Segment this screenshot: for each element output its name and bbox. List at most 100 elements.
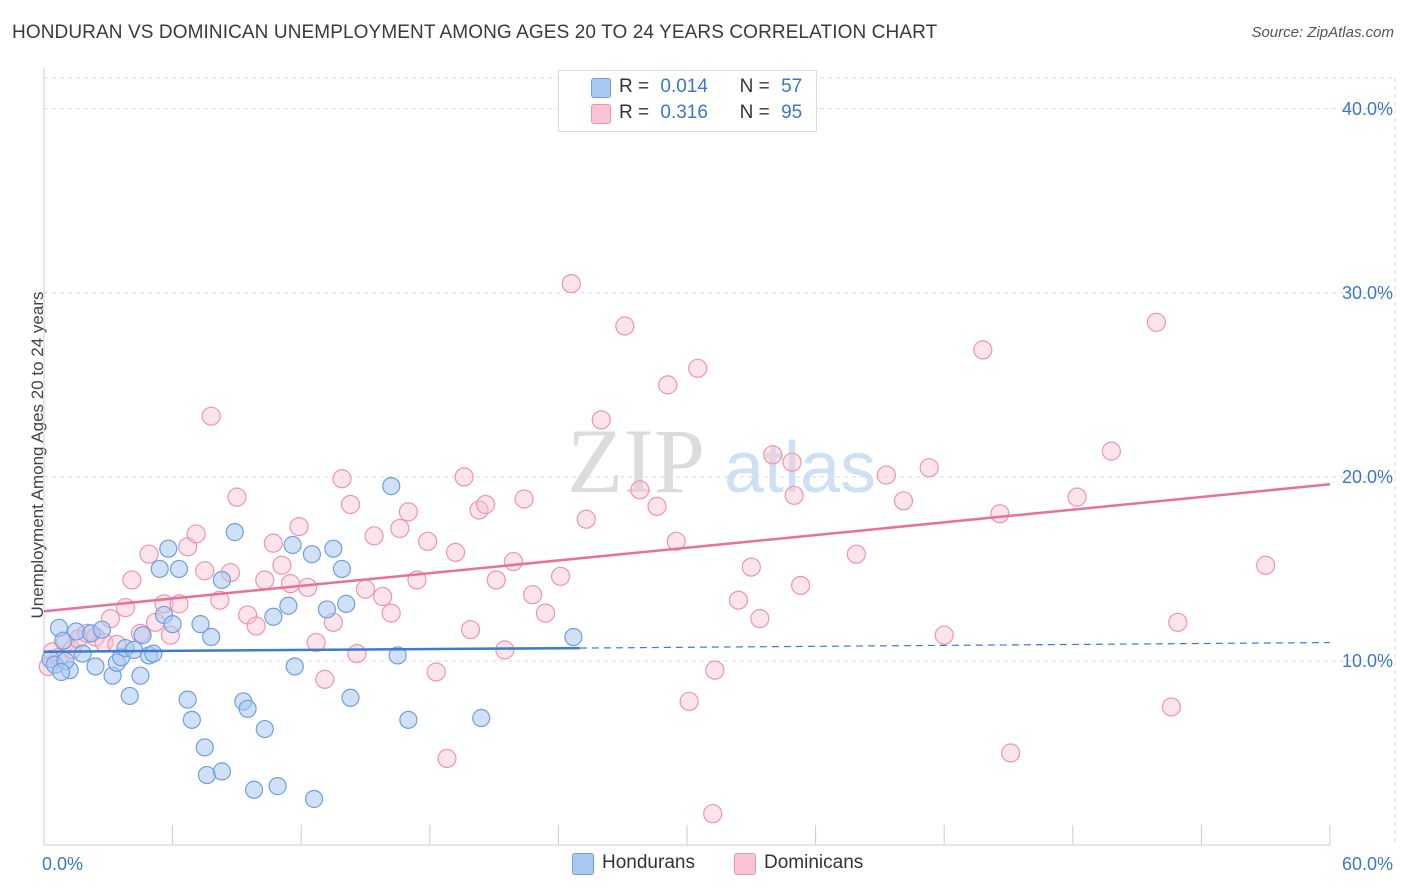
dominican-point	[298, 577, 318, 597]
bottom-legend-dominicans: Dominicans	[734, 852, 864, 875]
trend-lines	[43, 483, 1331, 653]
dominican-point	[122, 570, 142, 590]
dominican-point	[919, 458, 939, 478]
dominican-points	[38, 274, 1276, 824]
dominican-point	[741, 557, 761, 577]
dominican-point	[486, 570, 506, 590]
dominican-point	[347, 643, 367, 664]
honduran-points	[41, 477, 583, 809]
dominican-point	[990, 504, 1010, 524]
dominican-point	[306, 632, 326, 653]
legend-n-value: 95	[781, 102, 803, 123]
dominican-point	[227, 487, 247, 507]
honduran-point	[472, 708, 491, 728]
honduran-point	[399, 710, 418, 729]
dominican-point	[688, 358, 708, 378]
dominican-point	[1168, 612, 1188, 632]
honduran-point	[324, 539, 343, 558]
honduran-point	[169, 559, 189, 579]
dominican-point	[289, 516, 309, 537]
honduran-point	[268, 777, 287, 796]
bottom-legend-label-hondurans: Hondurans	[602, 852, 695, 873]
dominican-point	[893, 491, 914, 511]
honduran-point	[341, 688, 360, 707]
dominican-point	[381, 603, 401, 623]
dominican-point	[514, 489, 534, 509]
honduran-point	[159, 539, 178, 558]
honduran-point	[212, 570, 231, 590]
dominican-point	[364, 526, 384, 546]
dominican-point	[1067, 487, 1087, 507]
dominican-point	[332, 469, 352, 489]
honduran-point	[388, 646, 407, 665]
dominican-point	[728, 590, 749, 610]
legend-n-value: 57	[781, 76, 803, 97]
dominican-point	[373, 586, 393, 607]
dominican-point	[790, 575, 811, 596]
dominican-point	[591, 410, 611, 430]
dominican-point	[263, 533, 283, 553]
dominican-point	[201, 406, 221, 426]
honduran-point	[302, 545, 322, 564]
dominican-point	[782, 452, 802, 472]
honduran-point	[564, 627, 583, 647]
dominican-point	[1001, 743, 1021, 763]
bottom-legend-swatch-hondurans	[572, 853, 594, 875]
honduran-point	[131, 666, 150, 685]
dominican-point	[460, 620, 481, 640]
honduran-point	[150, 559, 169, 579]
dominican-point	[139, 544, 159, 564]
honduran-point	[120, 686, 139, 706]
source-label: Source: ZipAtlas.com	[1251, 24, 1394, 41]
bottom-legend-hondurans: Hondurans	[572, 852, 695, 875]
dominican-point	[934, 625, 954, 645]
dominican-point	[705, 660, 725, 680]
dominican-point	[1146, 312, 1166, 332]
honduran-point	[178, 690, 197, 709]
honduran-point	[279, 596, 298, 615]
dominican-point	[1101, 441, 1121, 461]
dominican-point	[647, 496, 667, 516]
dominican-point	[523, 585, 543, 605]
honduran-point	[285, 657, 304, 676]
honduran-point	[317, 600, 337, 619]
legend-swatch-dominicans	[591, 104, 611, 124]
honduran-point	[73, 644, 92, 663]
dominican-point	[418, 531, 438, 551]
honduran-point	[337, 594, 356, 613]
dominican-point	[195, 561, 215, 581]
dominican-point	[454, 467, 474, 487]
x-tick-label: 0.0%	[42, 854, 83, 874]
dominican-point	[561, 274, 581, 294]
honduran-point	[86, 657, 105, 676]
honduran-point	[163, 615, 182, 634]
dominican-point	[495, 640, 515, 660]
y-tick-label: 30.0%	[1342, 283, 1393, 303]
dominican-point	[658, 375, 678, 395]
dominican-point	[186, 524, 206, 544]
dominican-point	[1256, 555, 1276, 575]
honduran-point	[382, 477, 401, 496]
bottom-legend-swatch-dominicans	[734, 853, 756, 875]
honduran-point	[238, 699, 257, 718]
legend-n-label: N =	[739, 102, 770, 123]
dominican-point	[426, 662, 446, 682]
dominican-point	[115, 597, 136, 618]
honduran-point	[195, 738, 214, 757]
legend-n-label: N =	[739, 76, 770, 97]
bottom-legend-label-dominicans: Dominicans	[764, 852, 864, 873]
honduran-point	[133, 626, 152, 645]
legend-row-hondurans: R = 0.014 N = 57	[591, 76, 803, 100]
dominican-point	[846, 544, 866, 564]
y-tick-label: 20.0%	[1342, 467, 1393, 487]
dominican-point	[280, 574, 301, 594]
axes	[43, 68, 1331, 846]
chart-title: HONDURAN VS DOMINICAN UNEMPLOYMENT AMONG…	[12, 22, 938, 43]
honduran-point	[264, 607, 283, 626]
honduran-point	[144, 644, 163, 663]
honduran-point	[255, 719, 274, 739]
watermark-zip: ZIP	[567, 410, 705, 512]
dominican-trend-line	[43, 483, 1331, 613]
dominican-point	[535, 603, 556, 623]
bottom-legend: Hondurans Dominicans	[0, 852, 1406, 878]
